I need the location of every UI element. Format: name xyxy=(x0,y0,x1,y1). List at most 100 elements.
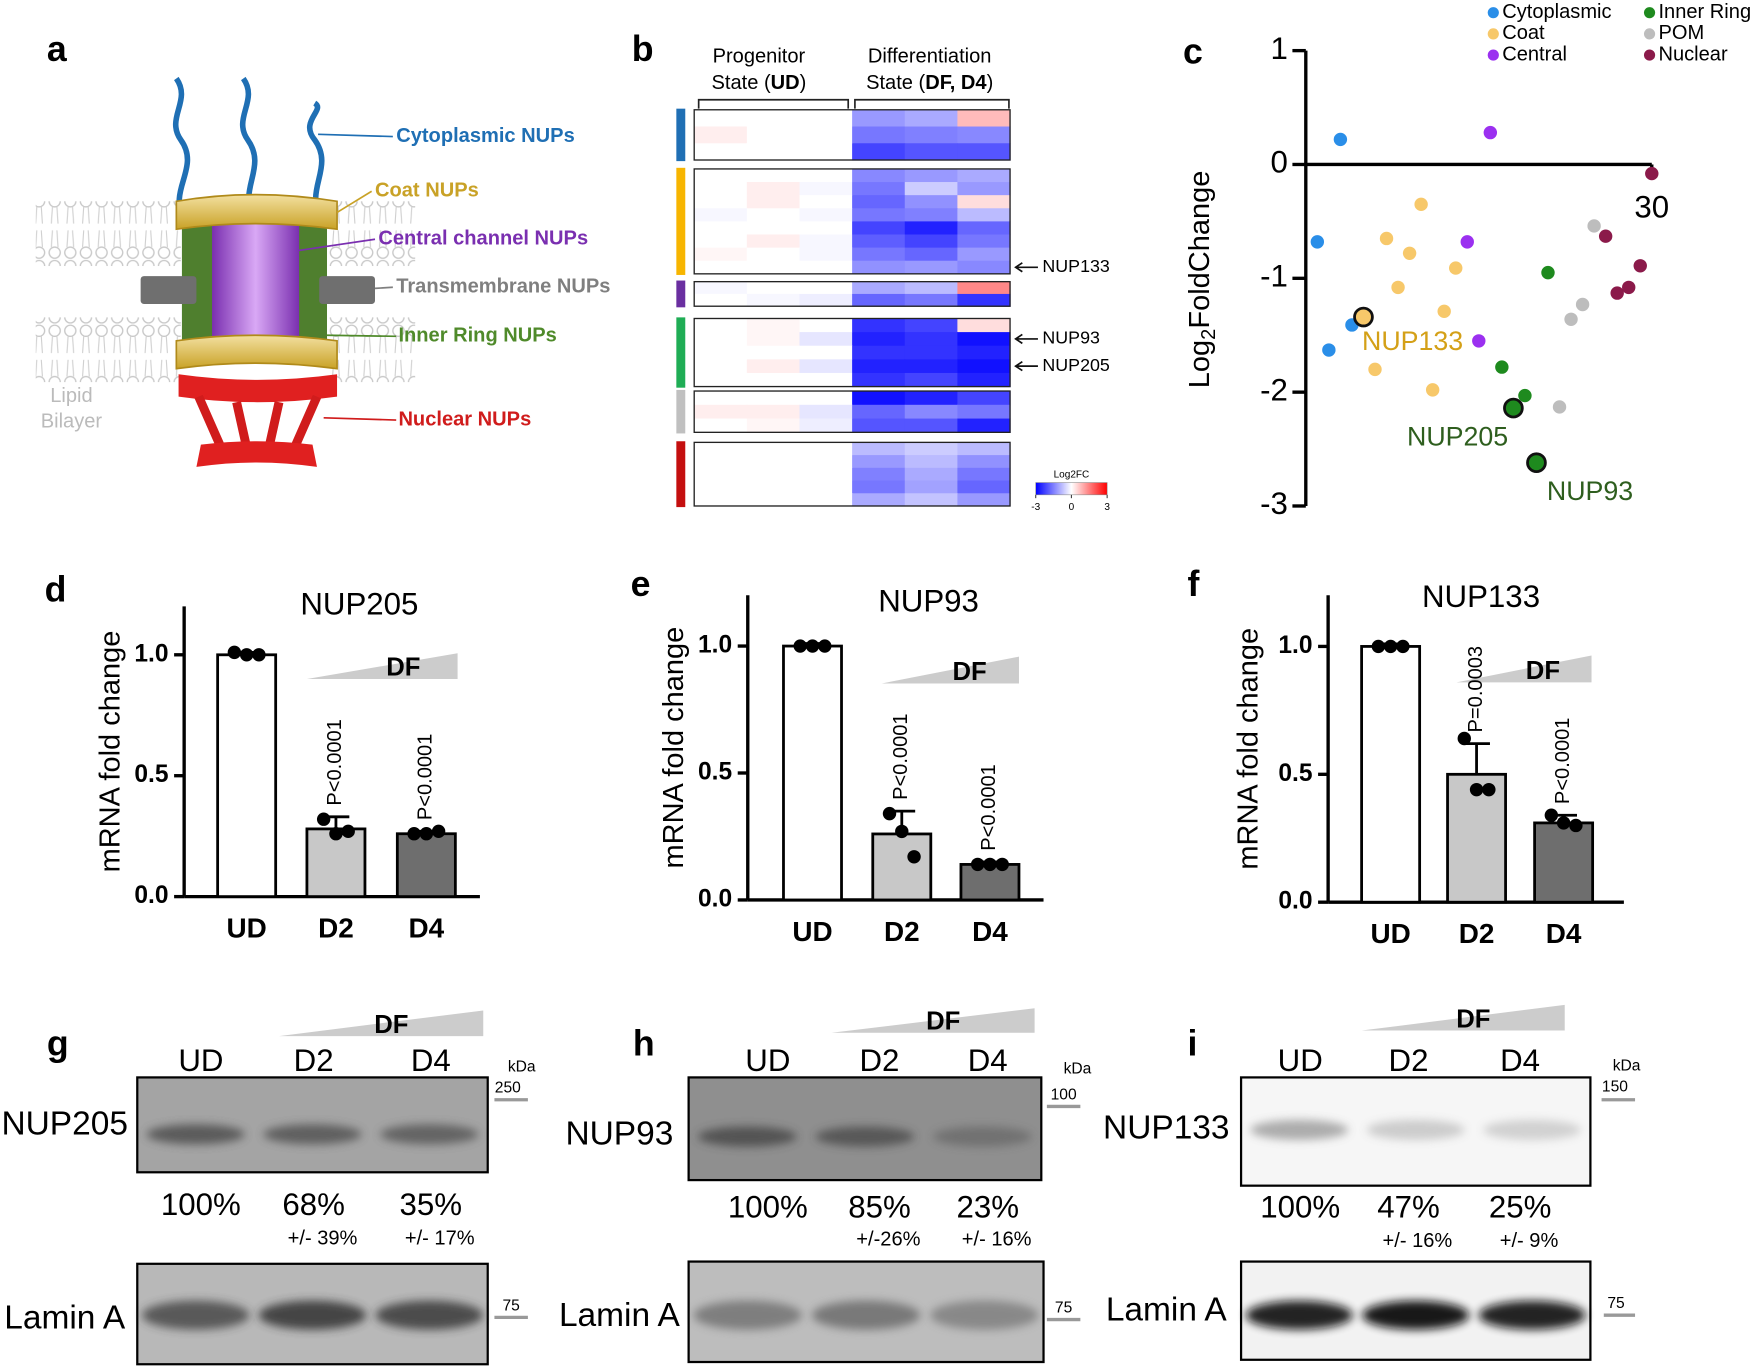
arrow xyxy=(1014,333,1038,345)
heat-cell xyxy=(852,260,906,275)
group-frame xyxy=(693,317,1011,388)
panel-letter: g xyxy=(47,1024,69,1064)
heat-cell xyxy=(694,480,748,494)
heat-cell xyxy=(957,126,1011,144)
heat-cell xyxy=(852,332,906,347)
lane-label: D2 xyxy=(859,1043,899,1078)
panel-letter: i xyxy=(1188,1024,1198,1064)
heat-cell xyxy=(957,293,1011,307)
df-ramp xyxy=(306,653,458,679)
y-tick-label: -3 xyxy=(1260,486,1288,521)
heat-cell xyxy=(904,480,958,494)
replicate-point xyxy=(907,850,921,864)
y-axis-label: mRNA fold change xyxy=(1233,628,1265,870)
heat-cell xyxy=(957,208,1011,222)
blot-band xyxy=(933,1126,1032,1147)
legend-marker xyxy=(1643,7,1656,19)
heat-cell xyxy=(746,332,801,347)
replicate-point xyxy=(1482,782,1496,797)
heat-cell xyxy=(746,318,801,333)
point xyxy=(1552,400,1567,414)
heat-cell xyxy=(799,221,853,236)
point xyxy=(1368,362,1382,377)
x-tick-label: UD xyxy=(227,912,267,943)
heat-cell xyxy=(746,480,801,494)
bracket xyxy=(854,98,1010,109)
heat-cell xyxy=(904,391,958,406)
blot-band xyxy=(930,1300,1039,1330)
heat-cell xyxy=(746,143,801,161)
diagram-label: Central channel NUPs xyxy=(378,228,588,250)
heat-cell xyxy=(852,493,906,507)
x-tick-label: UD xyxy=(1370,918,1410,949)
y-tick-label: 0.5 xyxy=(698,758,732,785)
heat-cell xyxy=(746,281,801,295)
transmembrane xyxy=(319,276,375,304)
column-header: Progenitor xyxy=(713,46,806,68)
replicate-point xyxy=(1383,639,1398,654)
heat-cell xyxy=(694,391,748,406)
lipid-bilayer xyxy=(35,201,181,267)
y-tick-label: 0.0 xyxy=(698,885,732,912)
y-axis-label: mRNA fold change xyxy=(658,627,690,869)
central-channel xyxy=(212,218,300,350)
point xyxy=(1483,125,1498,140)
heat-cell xyxy=(957,442,1011,456)
heat-cell xyxy=(852,143,906,161)
p-value: P<0.0001 xyxy=(978,764,1000,851)
heat-cell xyxy=(852,195,906,209)
heat-cell xyxy=(799,391,853,406)
replicate-point xyxy=(793,639,807,653)
point xyxy=(1460,235,1474,249)
bar xyxy=(216,653,278,899)
heat-cell xyxy=(852,221,906,236)
sd-label: +/- 17% xyxy=(405,1228,475,1250)
loading-label: Lamin A xyxy=(4,1299,126,1336)
heat-cell xyxy=(957,221,1011,236)
point xyxy=(1402,246,1417,260)
legend-label: Nuclear xyxy=(1658,43,1727,65)
heat-cell xyxy=(746,109,801,128)
point-label: NUP133 xyxy=(1362,326,1463,356)
heat-cell xyxy=(957,493,1011,507)
heat-cell xyxy=(852,442,906,456)
heat-cell xyxy=(799,480,853,494)
heat-cell xyxy=(799,318,853,333)
heat-cell xyxy=(852,404,906,420)
heat-cell xyxy=(957,480,1011,494)
blot-band xyxy=(1478,1300,1586,1330)
y-tick-label: 0.0 xyxy=(1278,888,1312,915)
point xyxy=(1379,231,1394,246)
replicate-point xyxy=(1396,639,1410,654)
ramp-label: DF xyxy=(926,1008,960,1036)
marker-label: 75 xyxy=(1055,1300,1073,1317)
y-tick-label: 1.0 xyxy=(698,632,732,659)
chart-title: NUP93 xyxy=(878,583,979,618)
heat-cell xyxy=(694,293,748,307)
point xyxy=(1518,388,1532,403)
heat-cell xyxy=(957,372,1011,388)
row-label: NUP205 xyxy=(1042,355,1110,375)
legend-marker xyxy=(1643,49,1656,61)
heat-cell xyxy=(957,455,1011,469)
heat-cell xyxy=(694,126,748,144)
blot-band xyxy=(380,1124,479,1145)
color-scale xyxy=(1035,482,1108,496)
percent-label: 47% xyxy=(1377,1189,1440,1224)
error-bar xyxy=(1463,742,1490,775)
column-header: Differentiation xyxy=(868,46,992,68)
heat-cell xyxy=(799,493,853,507)
heat-cell xyxy=(904,467,958,482)
heat-cell xyxy=(904,493,958,507)
point xyxy=(1353,306,1374,328)
heat-cell xyxy=(852,109,906,128)
blot-band xyxy=(1366,1119,1465,1140)
label-part: FoldChange xyxy=(1184,171,1216,329)
heat-cell xyxy=(904,418,958,433)
heat-cell xyxy=(799,455,853,469)
blot-band xyxy=(146,1124,245,1145)
point xyxy=(1472,334,1486,348)
heat-cell xyxy=(799,195,853,209)
percent-label: 85% xyxy=(848,1189,911,1224)
